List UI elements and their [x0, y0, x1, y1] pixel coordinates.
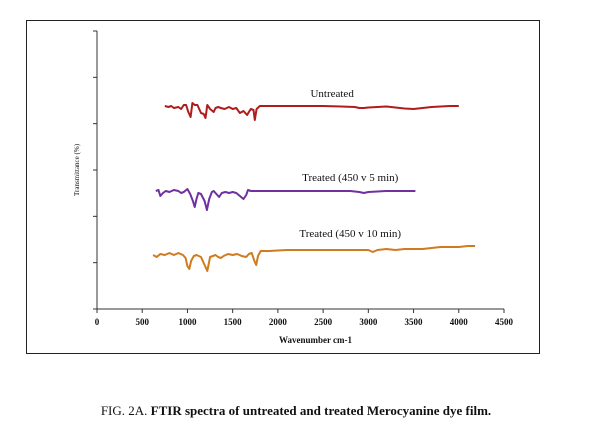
- x-tick-label: 3000: [359, 317, 378, 327]
- x-tick-label: 2500: [314, 317, 333, 327]
- series-line-1: [164, 102, 459, 121]
- x-tick-label: 4000: [450, 317, 469, 327]
- labels-layer: 0 500 1000 1500 2000 2500 3000 3500 4000 4500 Wave…: [73, 88, 514, 345]
- x-tick-label: 1000: [178, 317, 197, 327]
- series-label-3: Treated (450 v 10 min): [299, 228, 401, 240]
- axes: [93, 30, 505, 313]
- x-tick-label: 0: [95, 317, 100, 327]
- ftir-chart: 0 500 1000 1500 2000 2500 3000 3500 4000 4500 Wave…: [73, 30, 514, 345]
- series-line-2: [155, 188, 416, 211]
- chart-frame: 0 500 1000 1500 2000 2500 3000 3500 4000 4500 Wave…: [26, 20, 540, 354]
- x-tick-label: 1500: [224, 317, 243, 327]
- series-layer: [152, 102, 476, 272]
- series-line-3: [152, 245, 476, 272]
- x-tick-label: 3500: [405, 317, 424, 327]
- x-tick-label: 500: [135, 317, 149, 327]
- caption-label: FIG. 2A.: [100, 403, 148, 418]
- x-tick-label: 2000: [269, 317, 288, 327]
- figure-caption: FIG. 2A. FTIR spectra of untreated and t…: [0, 403, 592, 419]
- series-label-1: Untreated: [310, 88, 354, 100]
- caption-text: FTIR spectra of untreated and treated Me…: [150, 403, 492, 418]
- y-axis-title: Transmittance (%): [73, 143, 81, 196]
- series-label-2: Treated (450 v 5 min): [302, 172, 398, 184]
- x-axis-title: Wavenumber cm-1: [279, 335, 353, 345]
- x-tick-label: 4500: [495, 317, 514, 327]
